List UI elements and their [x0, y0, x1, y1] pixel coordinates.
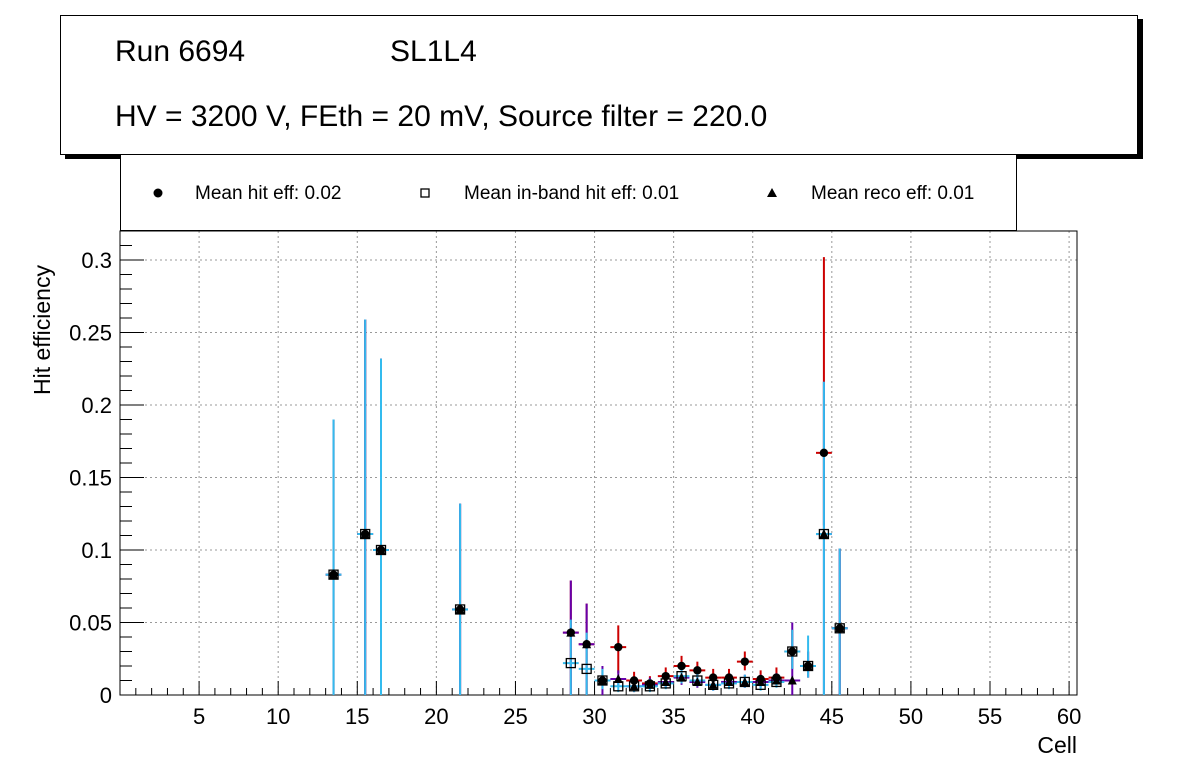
inband-eff-point [644, 681, 656, 692]
layer-label: SL1L4 [390, 35, 477, 68]
reco-eff-point [740, 676, 750, 686]
x-tick-label: 20 [424, 704, 448, 729]
reco-eff-point [376, 545, 386, 554]
inband-eff-point [660, 678, 671, 689]
conditions-label: HV = 3200 V, FEth = 20 mV, Source filter… [115, 100, 768, 133]
inband-eff-point [676, 671, 687, 682]
plot-frame [119, 230, 1078, 696]
reco-eff-point [661, 676, 671, 686]
reco-eff-point [756, 676, 766, 686]
inband-eff-point [628, 681, 640, 692]
hit-eff-point [788, 647, 797, 656]
x-tick-label: 10 [266, 704, 290, 729]
x-tick-label: 45 [820, 704, 844, 729]
legend-inband-marker [420, 188, 430, 198]
reco-eff-point [629, 681, 639, 691]
reco-eff-point [692, 676, 702, 686]
reco-eff-point [771, 675, 781, 685]
hit-eff-point [819, 448, 829, 458]
reco-eff-point [613, 674, 623, 684]
legend-reco-marker [767, 188, 777, 197]
y-tick-label: 0.05 [69, 611, 112, 636]
x-tick-label: 35 [661, 704, 685, 729]
y-tick-label: 0.25 [69, 321, 112, 346]
y-tick-label: 0 [100, 683, 112, 708]
inband-eff-point [818, 528, 830, 540]
reco-eff-point [708, 679, 718, 689]
legend-inband-label: Mean in-band hit eff: 0.01 [464, 183, 680, 204]
reco-eff-point [360, 529, 370, 539]
grid [120, 231, 1077, 695]
hit-eff-point [740, 657, 750, 666]
legend-reco-label: Mean reco eff: 0.01 [811, 183, 975, 204]
reco-eff-point [803, 661, 813, 670]
x-axis-label: Cell [1037, 732, 1077, 758]
inband-eff-point [581, 663, 592, 675]
x-tick-label: 30 [582, 704, 606, 729]
x-tick-label: 50 [899, 704, 923, 729]
x-tick-label: 40 [740, 704, 764, 729]
legend-hit-label: Mean hit eff: 0.02 [195, 183, 342, 204]
inband-eff-point [565, 657, 576, 669]
inband-eff-point [375, 544, 387, 556]
x-tick-label: 5 [193, 704, 205, 729]
inband-eff-point [328, 569, 339, 580]
y-tick-label: 0.3 [81, 248, 112, 273]
hit-eff-point [677, 661, 686, 671]
inband-eff-point [834, 623, 845, 634]
inband-eff-point [755, 679, 766, 690]
axes: 5 10 15 20 25 30 35 40 45 50 55 60 0 0.05 0.1 0.15 0.2 0.… [69, 245, 1081, 729]
reco-eff-point [566, 627, 576, 637]
inband-eff-point [739, 676, 750, 688]
x-tick-label: 25 [503, 704, 527, 729]
run-label: Run 6694 [115, 35, 246, 68]
reco-eff-point [329, 569, 339, 579]
hit-eff-point [661, 671, 670, 681]
reco-eff-point [787, 675, 797, 685]
reco-eff-point [835, 623, 845, 633]
y-tick-label: 0.15 [69, 466, 112, 491]
inband-eff-point [723, 678, 735, 689]
reco-eff-point [455, 604, 465, 614]
hit-eff-point [708, 673, 718, 682]
reco-eff-point [819, 529, 829, 539]
reco-eff-point [582, 639, 592, 649]
y-tick-label: 0.1 [81, 538, 112, 563]
data-points [325, 257, 848, 695]
inband-eff-point [613, 681, 624, 692]
title-box: Run 6694 SL1L4 HV = 3200 V, FEth = 20 mV… [60, 15, 1138, 155]
reco-eff-point [645, 679, 655, 689]
y-axis-label: Hit efficiency [29, 265, 55, 395]
y-tick-label: 0.2 [81, 393, 112, 418]
hit-eff-point [614, 642, 623, 652]
inband-eff-point [597, 675, 608, 686]
legend-hit-marker [153, 188, 163, 198]
reco-eff-point [677, 672, 687, 682]
x-tick-label: 60 [1057, 704, 1081, 729]
inband-eff-point [802, 660, 814, 672]
legend-markers [153, 188, 777, 198]
inband-eff-point [692, 675, 703, 686]
reco-eff-point [724, 676, 734, 686]
x-tick-label: 15 [345, 704, 369, 729]
legend: Mean hit eff: 0.02 Mean in-band hit eff:… [120, 155, 1017, 231]
hit-eff-point [629, 676, 639, 685]
inband-eff-point [771, 676, 782, 688]
inband-eff-point [708, 679, 719, 690]
inband-eff-point [360, 528, 371, 540]
hit-eff-point [693, 666, 702, 675]
x-tick-label: 55 [978, 704, 1002, 729]
inband-eff-point [454, 604, 466, 615]
inband-eff-point [787, 646, 798, 657]
reco-eff-point [597, 675, 607, 685]
